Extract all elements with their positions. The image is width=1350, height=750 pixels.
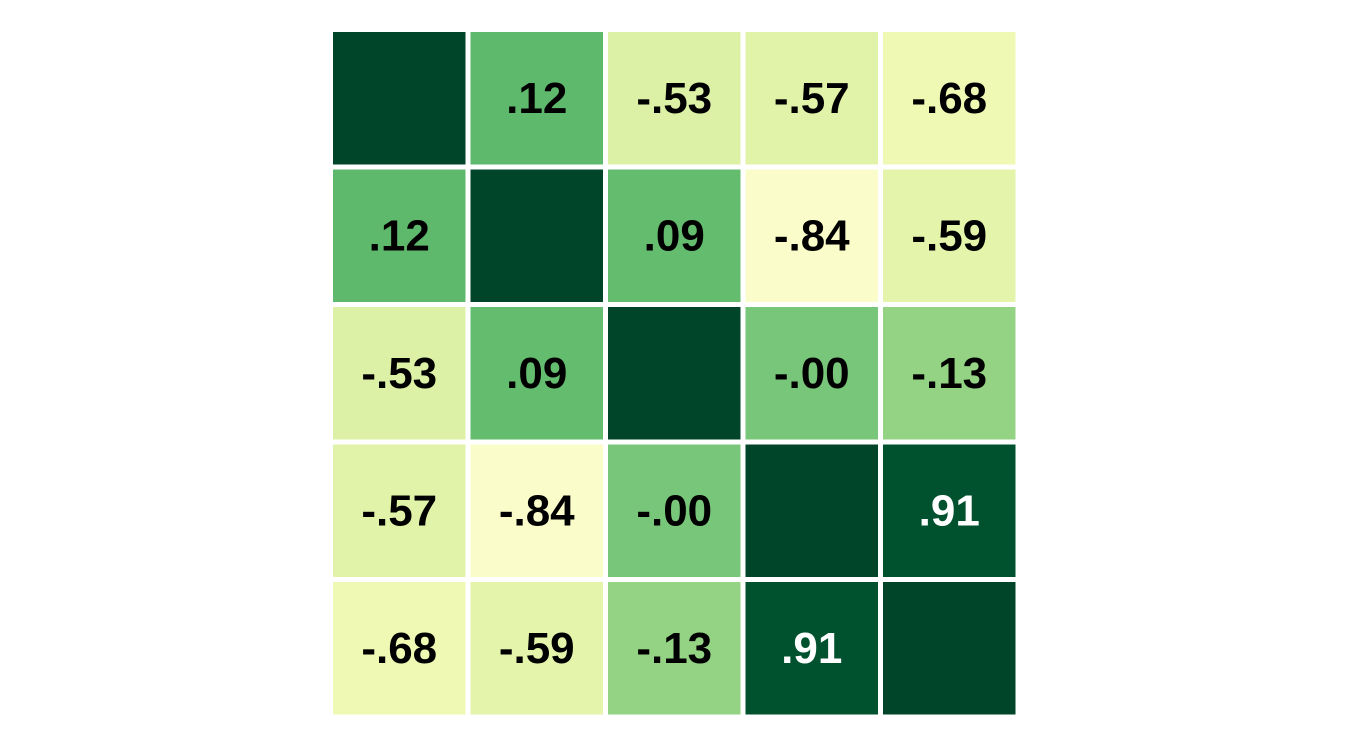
heatmap-cell-label-r1-c2: .09 [644,211,705,260]
heatmap-cell-label-r3-c2: -.00 [636,486,712,535]
heatmap-cell-label-r2-c4: -.13 [911,349,987,398]
heatmap-cell-label-r0-c3: -.57 [774,74,850,123]
heatmap-cell-r1-c4 [883,169,1016,302]
heatmap-cell-r0-c3 [745,32,878,165]
heatmap-cell-label-r4-c2: -.13 [636,624,712,673]
heatmap-cell-r2-c4 [883,307,1016,440]
heatmap-cell-label-r3-c4: .91 [919,486,980,535]
heatmap-cell-r4-c3 [745,582,878,715]
heatmap-cell-label-r4-c1: -.59 [499,624,575,673]
heatmap-cell-r2-c3 [745,307,878,440]
heatmap-cell-r4-c2 [608,582,741,715]
heatmap-cell-r0-c2 [608,32,741,165]
heatmap-cell-label-r2-c1: .09 [506,349,567,398]
heatmap-cell-label-r3-c1: -.84 [499,486,575,535]
heatmap-cell-r0-c1 [470,32,603,165]
heatmap-cell-r1-c0 [333,169,466,302]
heatmap-cell-label-r3-c0: -.57 [361,486,437,535]
heatmap-cell-r0-c0 [333,32,466,165]
heatmap-cell-label-r0-c1: .12 [506,74,567,123]
heatmap-cell-r0-c4 [883,32,1016,165]
heatmap-cell-label-r4-c0: -.68 [361,624,437,673]
heatmap-cell-r2-c1 [470,307,603,440]
heatmap-cell-label-r1-c3: -.84 [774,211,850,260]
heatmap-cell-r3-c1 [470,444,603,577]
heatmap-cell-label-r4-c3: .91 [781,624,842,673]
heatmap-cell-r1-c2 [608,169,741,302]
heatmap-cell-label-r0-c4: -.68 [911,74,987,123]
heatmap-cell-r4-c1 [470,582,603,715]
heatmap-cell-label-r1-c0: .12 [369,211,430,260]
heatmap-cell-r2-c0 [333,307,466,440]
heatmap-cell-label-r2-c3: -.00 [774,349,850,398]
heatmap-cell-label-r1-c4: -.59 [911,211,987,260]
heatmap-cell-label-r0-c2: -.53 [636,74,712,123]
heatmap-cell-r3-c2 [608,444,741,577]
heatmap-cell-r3-c4 [883,444,1016,577]
heatmap-cell-r2-c2 [608,307,741,440]
heatmap-cell-r1-c3 [745,169,878,302]
heatmap-cell-r3-c0 [333,444,466,577]
heatmap-cell-r3-c3 [745,444,878,577]
heatmap-cell-r4-c0 [333,582,466,715]
heatmap-cell-r4-c4 [883,582,1016,715]
heatmap-cell-label-r2-c0: -.53 [361,349,437,398]
heatmap-cell-r1-c1 [470,169,603,302]
